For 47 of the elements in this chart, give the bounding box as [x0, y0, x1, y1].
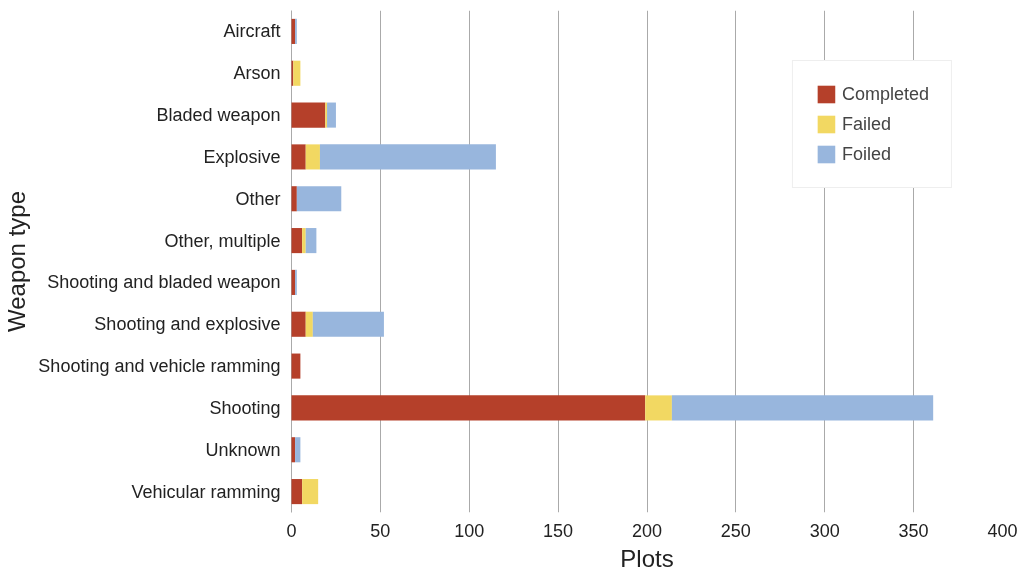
x-tick-label: 200 — [631, 520, 663, 541]
bar — [291, 102, 326, 128]
y-tick-label: Shooting and explosive — [94, 314, 281, 335]
y-tick-label: Other, multiple — [164, 230, 281, 251]
bar — [305, 311, 313, 337]
bar — [302, 479, 319, 505]
bar — [291, 353, 301, 379]
x-tick-label: 400 — [987, 520, 1018, 541]
x-tick-label: 100 — [454, 520, 485, 541]
bar — [305, 144, 320, 170]
bar — [293, 60, 301, 86]
bar — [291, 144, 306, 170]
bar — [291, 311, 306, 337]
y-tick-label: Vehicular ramming — [131, 481, 281, 502]
x-tick-label: 0 — [286, 520, 297, 541]
x-tick-label: 50 — [370, 520, 391, 541]
legend-label: Foiled — [841, 143, 891, 165]
y-tick-label: Explosive — [203, 146, 281, 167]
bar — [319, 144, 496, 170]
bar — [671, 395, 934, 421]
y-tick-label: Shooting and vehicle ramming — [38, 356, 281, 377]
bar — [305, 228, 317, 254]
y-tick-label: Arson — [233, 63, 281, 84]
bar — [295, 437, 301, 463]
bar — [291, 228, 303, 254]
x-tick-label: 300 — [809, 520, 840, 541]
legend-label: Failed — [841, 113, 891, 135]
bar — [645, 395, 672, 421]
x-tick-label: 150 — [543, 520, 574, 541]
y-tick-label: Shooting and bladed weapon — [47, 272, 281, 293]
bar — [327, 102, 336, 128]
bar — [302, 228, 306, 254]
bar — [291, 479, 303, 505]
bar — [291, 186, 297, 212]
legend-label: Completed — [841, 83, 929, 105]
y-axis-title: Weapon type — [3, 190, 31, 332]
y-tick-label: Aircraft — [223, 21, 281, 42]
y-tick-label: Other — [235, 188, 281, 209]
y-tick-label: Unknown — [205, 439, 281, 460]
y-tick-label: Shooting — [209, 397, 281, 418]
x-axis-title: Plots — [620, 544, 674, 572]
x-tick-label: 250 — [720, 520, 751, 541]
y-tick-label: Bladed weapon — [156, 105, 281, 126]
bar — [296, 186, 342, 212]
x-tick-label: 350 — [898, 520, 929, 541]
bar — [291, 395, 646, 421]
bar — [312, 311, 384, 337]
